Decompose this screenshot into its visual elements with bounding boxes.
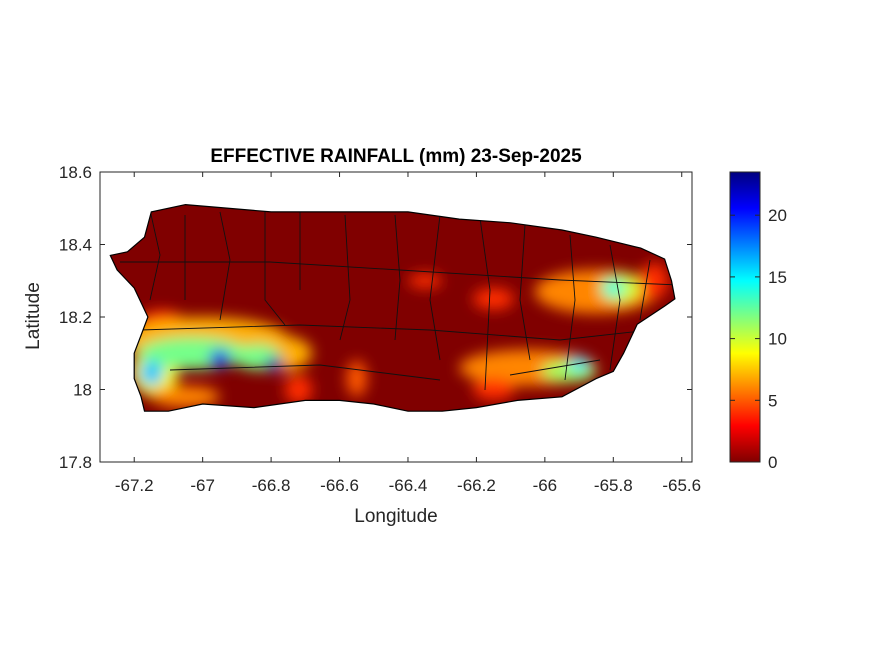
rain-cell bbox=[284, 375, 313, 404]
rain-cell bbox=[640, 262, 669, 299]
rain-cell bbox=[346, 360, 367, 397]
y-axis-label: Latitude bbox=[23, 282, 44, 350]
chart-title: EFFECTIVE RAINFALL (mm) 23-Sep-2025 bbox=[210, 146, 582, 167]
rain-cell bbox=[209, 349, 231, 368]
x-tick-label: -66 bbox=[533, 476, 558, 495]
y-tick-label: 18.4 bbox=[59, 236, 92, 255]
y-tick-label: 17.8 bbox=[59, 453, 92, 472]
y-tick-label: 18.6 bbox=[59, 163, 92, 182]
rain-cell bbox=[407, 273, 443, 288]
rain-cell bbox=[139, 360, 164, 386]
colorbar-tick-label: 10 bbox=[768, 330, 787, 349]
x-axis-label: Longitude bbox=[354, 506, 437, 527]
x-tick-label: -65.6 bbox=[662, 476, 701, 495]
x-tick-label: -66.8 bbox=[252, 476, 291, 495]
x-tick-label: -66.4 bbox=[389, 476, 428, 495]
rain-cell bbox=[265, 356, 284, 372]
colorbar-tick-label: 20 bbox=[768, 206, 787, 225]
rainfall-field bbox=[117, 262, 669, 408]
x-tick-label: -67 bbox=[190, 476, 215, 495]
x-tick-label: -66.2 bbox=[457, 476, 496, 495]
colorbar-tick-label: 15 bbox=[768, 268, 787, 287]
colorbar bbox=[729, 171, 761, 463]
municipality-boundaries bbox=[120, 209, 675, 391]
y-axis: 17.8 18 18.2 18.4 18.6 bbox=[59, 163, 692, 472]
colorbar-tick-label: 5 bbox=[768, 391, 777, 410]
y-tick-label: 18 bbox=[73, 381, 92, 400]
colorbar-tick-label: 0 bbox=[768, 453, 777, 472]
x-tick-label: -66.6 bbox=[320, 476, 359, 495]
y-tick-label: 18.2 bbox=[59, 308, 92, 327]
island-map bbox=[109, 203, 676, 412]
rain-cell bbox=[151, 385, 220, 408]
rain-cell bbox=[472, 378, 515, 401]
rain-cell bbox=[472, 288, 515, 310]
colorbar-ticks: 0 5 10 15 20 bbox=[730, 206, 787, 472]
island-coastline bbox=[109, 203, 676, 412]
x-tick-label: -67.2 bbox=[115, 476, 154, 495]
x-axis: -67.2 -67 -66.8 -66.6 -66.4 -66.2 -66 -65.8 -65.… bbox=[115, 172, 701, 495]
x-tick-label: -65.8 bbox=[594, 476, 633, 495]
rain-cell bbox=[568, 356, 590, 372]
